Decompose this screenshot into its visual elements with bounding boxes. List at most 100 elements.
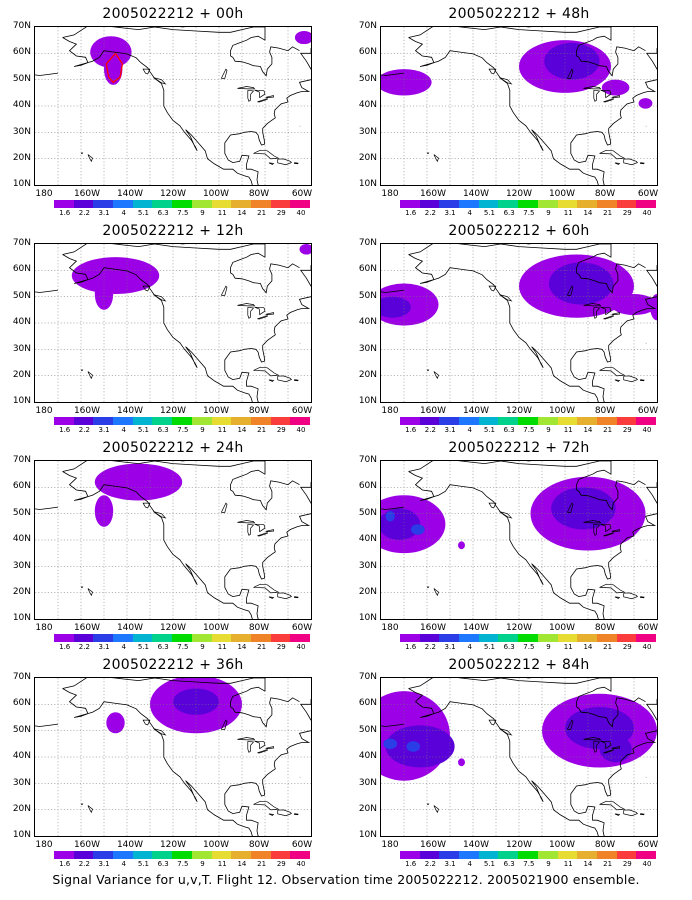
coastline — [408, 678, 611, 689]
colorbar-label: 14 — [583, 860, 593, 868]
latitude-label: 60N — [358, 47, 377, 58]
longitude-label: 160W — [419, 623, 447, 633]
longitude-label: 80W — [248, 406, 270, 416]
coastline — [488, 68, 497, 75]
colorbar-segment — [636, 634, 656, 642]
colorbar-segment — [557, 200, 578, 208]
colorbar-label: 40 — [642, 426, 652, 434]
colorbar-label: 21 — [257, 209, 267, 217]
colorbar-label: 40 — [642, 209, 652, 217]
latitude-label: 10N — [358, 396, 377, 407]
coastline — [230, 46, 300, 77]
variance-contour — [381, 296, 411, 318]
colorbar-segment — [73, 200, 94, 208]
coastline — [253, 800, 280, 811]
latitude-label: 70N — [358, 455, 377, 465]
coastline — [224, 265, 311, 402]
coastline — [576, 263, 646, 294]
latitude-label: 70N — [358, 238, 377, 248]
colorbar-segment — [498, 417, 519, 425]
colorbar-label: 11 — [217, 209, 227, 217]
coastline — [614, 379, 621, 382]
map-panel: 2005022212 + 84h 70N 60N 50N 40N 30N 20N 10N 180… — [346, 651, 692, 869]
coastline — [614, 813, 621, 816]
coastline — [640, 379, 645, 382]
colorbar-label: 3.1 — [98, 860, 110, 868]
colorbar-segment — [211, 200, 232, 208]
coastline — [254, 89, 266, 99]
coastline — [599, 366, 626, 377]
panel-title: 2005022212 + 36h — [102, 657, 244, 673]
coastline — [265, 746, 275, 749]
colorbar-label: 4 — [467, 426, 472, 434]
colorbar-segment — [557, 417, 578, 425]
longitude-label: 140W — [462, 189, 490, 199]
coastline — [576, 697, 646, 728]
longitude-label: 60W — [291, 623, 313, 633]
coastline — [611, 746, 621, 749]
coastline — [603, 315, 614, 320]
latitude-label: 10N — [12, 613, 31, 624]
coastline — [408, 244, 611, 255]
colorbar-label: 3.1 — [444, 426, 456, 434]
variance-map — [35, 27, 311, 185]
variance-contour — [544, 42, 600, 80]
map-panel: 2005022212 + 24h 70N 60N 50N 40N 30N 20N 10N 180… — [0, 434, 346, 652]
coastline — [80, 369, 84, 372]
coastline — [583, 86, 602, 90]
coastline — [62, 461, 265, 472]
colorbar-segment — [270, 200, 291, 208]
coastline — [408, 254, 599, 402]
colorbar-label: 4 — [121, 643, 126, 651]
colorbar-label: 7.5 — [177, 860, 189, 868]
coastline — [576, 469, 612, 490]
colorbar-segment — [478, 200, 499, 208]
longitude-label: 100W — [548, 840, 576, 850]
latitude-label: 50N — [12, 724, 31, 735]
latitude-label: 60N — [358, 481, 377, 492]
colorbar-segment — [577, 417, 597, 425]
colorbar-segment — [211, 851, 232, 859]
colorbar-label: 5.1 — [483, 209, 496, 217]
longitude-label: 140W — [462, 406, 490, 416]
coastline — [294, 162, 299, 165]
colorbar-segment — [577, 200, 597, 208]
coastline — [62, 254, 253, 402]
colorbar-label: 21 — [603, 860, 613, 868]
colorbar-segment — [518, 417, 538, 425]
colorbar-label: 5.1 — [483, 860, 496, 868]
latitude-label: 40N — [12, 100, 31, 111]
colorbar — [400, 851, 656, 859]
longitude-label: 100W — [202, 840, 230, 850]
colorbar-segment — [616, 200, 637, 208]
colorbar-segment — [54, 417, 74, 425]
variance-contour — [381, 69, 432, 96]
colorbar — [54, 417, 310, 425]
colorbar-segment — [498, 634, 519, 642]
coastline — [426, 803, 430, 806]
coastline — [277, 592, 292, 600]
coastline — [599, 800, 626, 811]
colorbar-label: 1.6 — [405, 643, 417, 651]
colorbar — [54, 200, 310, 208]
coastline — [237, 86, 256, 90]
coastline — [220, 719, 228, 730]
coastline — [623, 592, 638, 600]
colorbar — [400, 200, 656, 208]
coastline — [265, 95, 275, 98]
colorbar-segment — [172, 634, 192, 642]
coastline — [35, 506, 59, 510]
coastline — [381, 506, 405, 510]
map-panel: 2005022212 + 12h 70N 60N 50N 40N 30N 20N 10N 180… — [0, 217, 346, 435]
colorbar-label: 1.6 — [59, 209, 71, 217]
map-panel: 2005022212 + 72h 70N 60N 50N 40N 30N 20N 10N 180… — [346, 434, 692, 652]
coastline — [408, 688, 599, 836]
colorbar-segment — [191, 200, 212, 208]
coastline — [62, 244, 265, 255]
coastline — [614, 596, 621, 599]
latitude-label: 60N — [12, 698, 31, 709]
longitude-label: 80W — [248, 623, 270, 633]
colorbar-label: 7.5 — [177, 643, 189, 651]
coastline — [599, 149, 626, 160]
coastline — [570, 265, 657, 402]
